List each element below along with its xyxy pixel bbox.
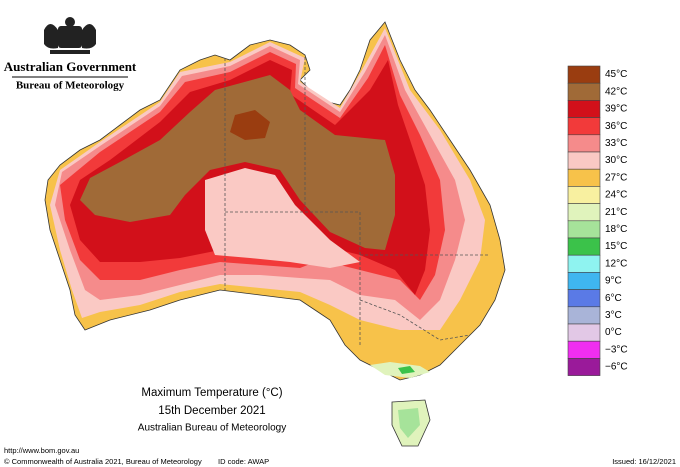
state-border — [359, 299, 471, 341]
footer-id: ID code: AWAP — [218, 457, 269, 466]
map-source: Australian Bureau of Meteorology — [138, 423, 286, 434]
legend-swatch — [567, 323, 601, 342]
legend-swatch — [567, 237, 601, 256]
zone-30-centre — [205, 168, 360, 268]
map-date: 15th December 2021 — [158, 405, 265, 417]
legend-swatch — [567, 134, 601, 153]
legend-swatch — [567, 254, 601, 273]
legend-swatch — [567, 168, 601, 187]
legend-label: 24°C — [605, 190, 627, 201]
legend-label: 3°C — [605, 310, 622, 321]
legend: 45°C 42°C 39°C 36°C 33°C 30°C 27°C 24°C 21°C 18°C… — [567, 65, 628, 376]
legend-label: 6°C — [605, 293, 622, 304]
legend-swatch — [567, 65, 601, 84]
legend-label: 18°C — [605, 224, 627, 235]
legend-label: 42°C — [605, 86, 627, 97]
footer-url: http://www.bom.gov.au — [4, 446, 79, 455]
legend-label: 15°C — [605, 241, 627, 252]
legend-label: 0°C — [605, 327, 622, 338]
legend-label: 39°C — [605, 104, 627, 115]
legend-swatch — [567, 340, 601, 359]
legend-swatch — [567, 358, 601, 376]
legend-label: 30°C — [605, 155, 627, 166]
legend-label: −3°C — [605, 344, 628, 355]
legend-swatch — [567, 82, 601, 101]
legend-label: 36°C — [605, 121, 627, 132]
legend-swatch — [567, 272, 601, 290]
legend-label: 27°C — [605, 172, 627, 183]
footer-issued: Issued: 16/12/2021 — [612, 457, 676, 466]
legend-label: 21°C — [605, 207, 627, 218]
map — [44, 21, 506, 447]
legend-swatch — [567, 203, 601, 222]
agency: Australian Government — [4, 59, 137, 74]
legend-swatch — [567, 100, 601, 118]
legend-label: 12°C — [605, 258, 627, 269]
legend-swatch — [567, 151, 601, 170]
footer-copyright: © Commonwealth of Australia 2021, Bureau… — [4, 457, 202, 466]
crest — [44, 17, 96, 54]
map-title: Maximum Temperature (°C) — [141, 387, 282, 399]
legend-swatch — [567, 306, 601, 325]
legend-label: 33°C — [605, 138, 627, 149]
legend-label: 45°C — [605, 69, 627, 80]
tasmania-zone — [398, 408, 420, 438]
legend-swatch — [567, 117, 601, 136]
bureau: Bureau of Meteorology — [16, 80, 125, 92]
legend-swatch — [567, 220, 601, 239]
legend-label: 9°C — [605, 276, 622, 287]
zone-18 — [398, 366, 415, 374]
zone-42 — [80, 75, 395, 250]
legend-swatch — [567, 186, 601, 204]
zone-45 — [230, 110, 270, 140]
legend-label: −6°C — [605, 362, 628, 373]
legend-swatch — [567, 289, 601, 308]
